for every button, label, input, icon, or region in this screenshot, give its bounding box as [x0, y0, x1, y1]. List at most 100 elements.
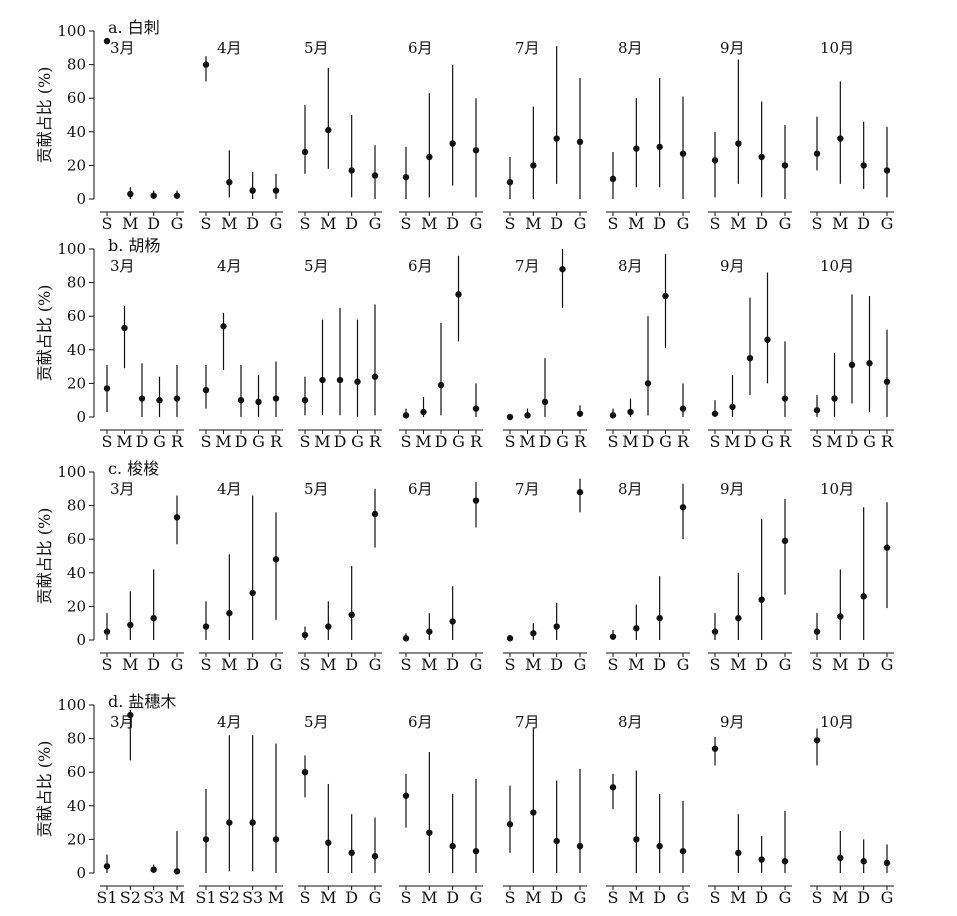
x-tick-label: M [415, 432, 431, 451]
month-label: 5月 [304, 39, 329, 57]
month-group: 8月 S M D G [606, 713, 690, 907]
month-group: 5月 S M D G [298, 39, 382, 233]
month-label: 5月 [304, 257, 329, 275]
x-tick-label: G [574, 214, 587, 233]
x-tick-label: M [724, 432, 740, 451]
y-tick-label: 60 [67, 530, 86, 548]
data-point [576, 138, 584, 146]
data-point [633, 145, 640, 152]
x-tick-label: G [153, 432, 166, 451]
data-point [449, 618, 456, 625]
data-point [746, 355, 754, 362]
x-tick-label: S [710, 888, 721, 907]
x-tick-label: D [136, 432, 149, 451]
month-group: 9月 S M D G R [708, 257, 792, 451]
month-label: 5月 [304, 713, 329, 731]
data-point [627, 408, 634, 416]
data-point [402, 173, 410, 181]
x-tick-label: G [659, 432, 672, 451]
month-group: 6月 S M D G R [399, 255, 483, 451]
data-point [813, 407, 821, 414]
data-point [472, 847, 480, 855]
data-point [202, 836, 210, 843]
x-tick-label: S [812, 655, 823, 674]
y-axis-label: 贡献占比 (%) [35, 741, 54, 838]
x-tick-label: D [846, 432, 859, 451]
x-tick-label: M [730, 214, 746, 233]
data-point [336, 376, 344, 384]
x-tick-label: S [505, 655, 516, 674]
x-tick-label: D [345, 888, 358, 907]
x-tick-label: M [832, 888, 848, 907]
x-tick-label: R [171, 432, 184, 451]
data-point [103, 863, 111, 870]
data-point [758, 856, 765, 863]
x-tick-label: S [300, 888, 311, 907]
x-tick-label: S [102, 432, 113, 451]
y-tick-label: 80 [67, 56, 86, 74]
x-tick-label: G [470, 214, 483, 233]
x-tick-label: M [221, 655, 237, 674]
data-point [156, 397, 163, 404]
x-tick-label: M [215, 432, 231, 451]
y-tick-label: 20 [67, 374, 86, 392]
y-tick-label: 100 [57, 463, 86, 481]
x-tick-label: S [710, 214, 721, 233]
y-tick-label: 20 [67, 156, 86, 174]
month-label: 8月 [618, 713, 643, 731]
x-tick-label: M [221, 214, 237, 233]
data-point [150, 192, 157, 199]
x-tick-label: G [574, 888, 587, 907]
x-tick-label: M [169, 888, 185, 907]
month-label: 3月 [110, 257, 135, 275]
panel-title: c. 梭梭 [108, 459, 159, 478]
x-tick-label: S3 [143, 888, 164, 907]
data-point [202, 386, 210, 394]
data-point [127, 711, 134, 719]
x-tick-label: D [755, 655, 768, 674]
data-point [255, 398, 262, 406]
x-tick-label: G [677, 214, 690, 233]
x-tick-label: G [452, 432, 465, 451]
data-point [883, 859, 891, 867]
y-tick-label: 20 [67, 830, 86, 848]
data-point [402, 635, 410, 642]
data-point [781, 537, 789, 545]
x-tick-label: S3 [242, 888, 263, 907]
panel-title: b. 胡杨 [108, 236, 160, 255]
data-point [301, 148, 309, 156]
data-point [813, 737, 821, 744]
x-tick-label: M [832, 214, 848, 233]
data-point [426, 829, 433, 836]
month-label: 7月 [515, 713, 540, 731]
month-group: 5月 S M D G [298, 713, 382, 907]
data-point [249, 187, 256, 194]
x-tick-label: M [421, 888, 437, 907]
data-point [202, 623, 210, 630]
x-tick-label: M [320, 655, 336, 674]
x-tick-label: D [744, 432, 757, 451]
x-tick-label: S [505, 214, 516, 233]
x-tick-label: G [556, 432, 569, 451]
x-tick-label: R [369, 432, 382, 451]
data-point [173, 192, 181, 199]
data-point [348, 167, 355, 174]
x-tick-label: S [300, 432, 311, 451]
x-tick-label: D [147, 655, 160, 674]
x-tick-label: M [622, 432, 638, 451]
x-tick-label: M [730, 888, 746, 907]
x-tick-label: D [857, 214, 870, 233]
data-point [860, 858, 867, 865]
x-tick-label: M [320, 888, 336, 907]
x-tick-label: S [710, 655, 721, 674]
data-point [679, 405, 687, 412]
y-tick-label: 40 [67, 564, 86, 582]
x-tick-label: G [171, 655, 184, 674]
data-point [781, 858, 789, 865]
x-tick-label: M [421, 214, 437, 233]
x-tick-label: R [470, 432, 483, 451]
data-point [609, 784, 617, 791]
x-tick-label: R [270, 432, 283, 451]
y-axis-label: 贡献占比 (%) [35, 67, 54, 164]
